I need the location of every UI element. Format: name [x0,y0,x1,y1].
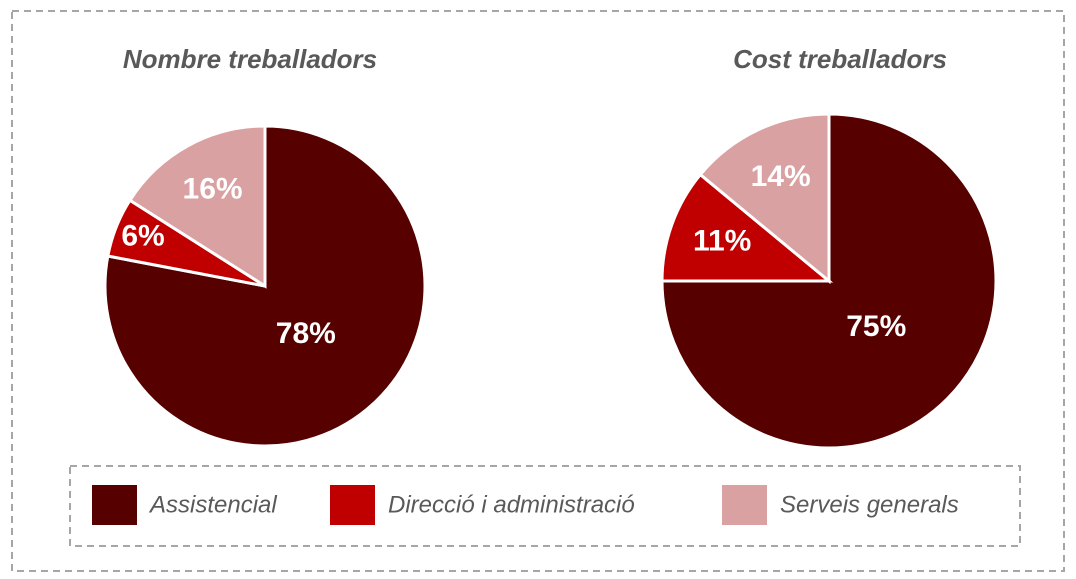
value-label: 14% [751,160,811,193]
value-label: 11% [693,224,751,257]
value-label: 78% [276,317,336,350]
pie-slice [698,112,831,285]
pie-slice [660,172,834,283]
legend-swatch [92,485,137,525]
legend-label: Serveis generals [780,491,959,518]
legend-swatch [330,485,375,525]
chart-title: Nombre treballadors [123,44,377,74]
outer-border [11,10,1065,572]
chart-title: Cost treballadors [733,44,947,74]
value-label: 6% [121,220,164,253]
value-label: 16% [183,173,243,206]
value-label: 75% [846,310,906,343]
pie-slice [127,124,267,289]
legend-label: Assistencial [148,491,277,518]
legend-box [69,465,1021,547]
legend-label: Direcció i administració [388,491,635,518]
legend-swatch [722,485,767,525]
pie-slice [660,112,998,450]
